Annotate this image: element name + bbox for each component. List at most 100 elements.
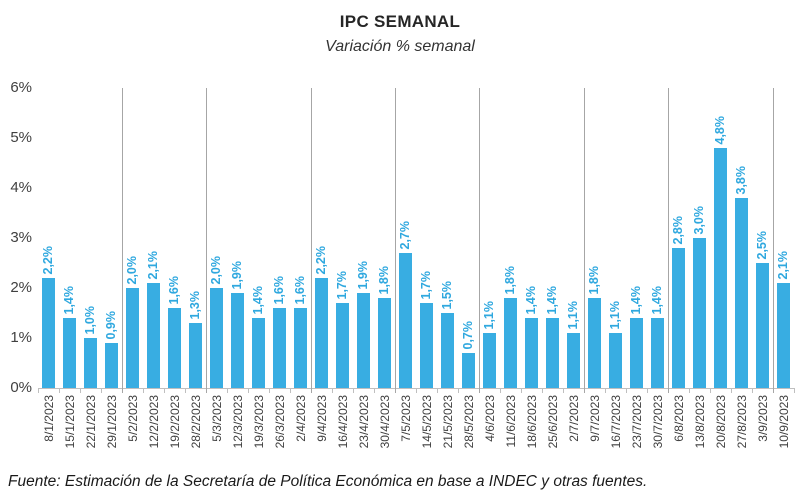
bar-value-label: 2,0% bbox=[125, 255, 139, 285]
x-tick-label: 19/3/2023 bbox=[251, 395, 266, 449]
axis-tick bbox=[143, 388, 144, 393]
bar-value-label: 4,8% bbox=[713, 115, 727, 145]
month-separator-line bbox=[478, 88, 480, 393]
axis-tick bbox=[773, 388, 774, 393]
bar-value-label: 2,0% bbox=[209, 255, 223, 285]
bar-value-label: 3,8% bbox=[734, 165, 748, 195]
bar bbox=[378, 298, 391, 388]
x-tick-label: 8/1/2023 bbox=[41, 395, 56, 442]
bar-value-label: 1,9% bbox=[356, 260, 370, 290]
x-tick-label: 22/1/2023 bbox=[83, 395, 98, 449]
bar bbox=[84, 338, 97, 388]
month-separator-line bbox=[667, 88, 669, 393]
bar-value-label: 1,0% bbox=[83, 305, 97, 335]
bar bbox=[546, 318, 559, 388]
bar bbox=[441, 313, 454, 388]
axis-tick bbox=[164, 388, 165, 393]
month-separator-line bbox=[583, 88, 585, 393]
bar-value-label: 1,1% bbox=[608, 300, 622, 330]
axis-tick bbox=[311, 388, 312, 393]
bar bbox=[483, 333, 496, 388]
axis-tick bbox=[374, 388, 375, 393]
bar bbox=[126, 288, 139, 388]
x-tick-label: 14/5/2023 bbox=[419, 395, 434, 449]
x-tick-label: 5/2/2023 bbox=[125, 395, 140, 442]
y-tick-label: 3% bbox=[10, 229, 32, 246]
axis-tick bbox=[794, 388, 795, 393]
x-tick-label: 7/5/2023 bbox=[398, 395, 413, 442]
bar bbox=[630, 318, 643, 388]
x-tick-label: 2/4/2023 bbox=[293, 395, 308, 442]
x-tick-label: 15/1/2023 bbox=[62, 395, 77, 449]
bar-value-label: 1,6% bbox=[167, 275, 181, 305]
bar-value-label: 0,9% bbox=[104, 310, 118, 340]
axis-tick bbox=[227, 388, 228, 393]
x-tick-label: 23/7/2023 bbox=[629, 395, 644, 449]
month-separator-line bbox=[394, 88, 396, 393]
x-tick-label: 27/8/2023 bbox=[734, 395, 749, 449]
y-tick-label: 5% bbox=[10, 129, 32, 146]
bar bbox=[336, 303, 349, 388]
bar bbox=[588, 298, 601, 388]
x-tick-label: 21/5/2023 bbox=[440, 395, 455, 449]
bar-value-label: 1,6% bbox=[293, 275, 307, 305]
axis-tick bbox=[59, 388, 60, 393]
bar bbox=[189, 323, 202, 388]
bar bbox=[693, 238, 706, 388]
bar-value-label: 2,2% bbox=[41, 245, 55, 275]
x-tick-label: 23/4/2023 bbox=[356, 395, 371, 449]
x-tick-label: 16/4/2023 bbox=[335, 395, 350, 449]
axis-tick bbox=[122, 388, 123, 393]
x-tick-label: 12/2/2023 bbox=[146, 395, 161, 449]
bar-value-label: 2,5% bbox=[755, 230, 769, 260]
bar bbox=[105, 343, 118, 388]
bar bbox=[420, 303, 433, 388]
axis-tick bbox=[542, 388, 543, 393]
bar bbox=[147, 283, 160, 388]
bar-value-label: 2,2% bbox=[314, 245, 328, 275]
bar-value-label: 1,4% bbox=[524, 285, 538, 315]
bar bbox=[210, 288, 223, 388]
axis-tick bbox=[332, 388, 333, 393]
y-tick-label: 4% bbox=[10, 179, 32, 196]
bar-value-label: 1,9% bbox=[230, 260, 244, 290]
axis-tick bbox=[269, 388, 270, 393]
bar-value-label: 1,4% bbox=[62, 285, 76, 315]
y-tick-label: 6% bbox=[10, 79, 32, 96]
x-tick-label: 30/4/2023 bbox=[377, 395, 392, 449]
bar bbox=[63, 318, 76, 388]
bar-value-label: 2,1% bbox=[776, 250, 790, 280]
bar bbox=[42, 278, 55, 388]
axis-tick bbox=[500, 388, 501, 393]
x-tick-label: 9/4/2023 bbox=[314, 395, 329, 442]
x-tick-label: 16/7/2023 bbox=[608, 395, 623, 449]
axis-tick bbox=[731, 388, 732, 393]
y-tick-label: 1% bbox=[10, 329, 32, 346]
month-separator-line bbox=[772, 88, 774, 393]
axis-tick bbox=[101, 388, 102, 393]
x-tick-label: 19/2/2023 bbox=[167, 395, 182, 449]
month-separator-line bbox=[205, 88, 207, 393]
bar-value-label: 1,4% bbox=[251, 285, 265, 315]
bar-value-label: 1,8% bbox=[377, 265, 391, 295]
bar bbox=[714, 148, 727, 388]
bar bbox=[735, 198, 748, 388]
source-note: Fuente: Estimación de la Secretaría de P… bbox=[8, 473, 648, 490]
bar-value-label: 3,0% bbox=[692, 205, 706, 235]
x-tick-label: 4/6/2023 bbox=[482, 395, 497, 442]
bar bbox=[462, 353, 475, 388]
x-tick-label: 18/6/2023 bbox=[524, 395, 539, 449]
bar bbox=[252, 318, 265, 388]
bar bbox=[315, 278, 328, 388]
axis-tick bbox=[605, 388, 606, 393]
x-tick-label: 3/9/2023 bbox=[755, 395, 770, 442]
x-tick-label: 13/8/2023 bbox=[692, 395, 707, 449]
axis-tick bbox=[416, 388, 417, 393]
bar bbox=[609, 333, 622, 388]
x-tick-label: 28/5/2023 bbox=[461, 395, 476, 449]
bar-value-label: 0,7% bbox=[461, 320, 475, 350]
x-tick-label: 30/7/2023 bbox=[650, 395, 665, 449]
x-tick-label: 6/8/2023 bbox=[671, 395, 686, 442]
axis-tick bbox=[710, 388, 711, 393]
bar-value-label: 1,4% bbox=[629, 285, 643, 315]
